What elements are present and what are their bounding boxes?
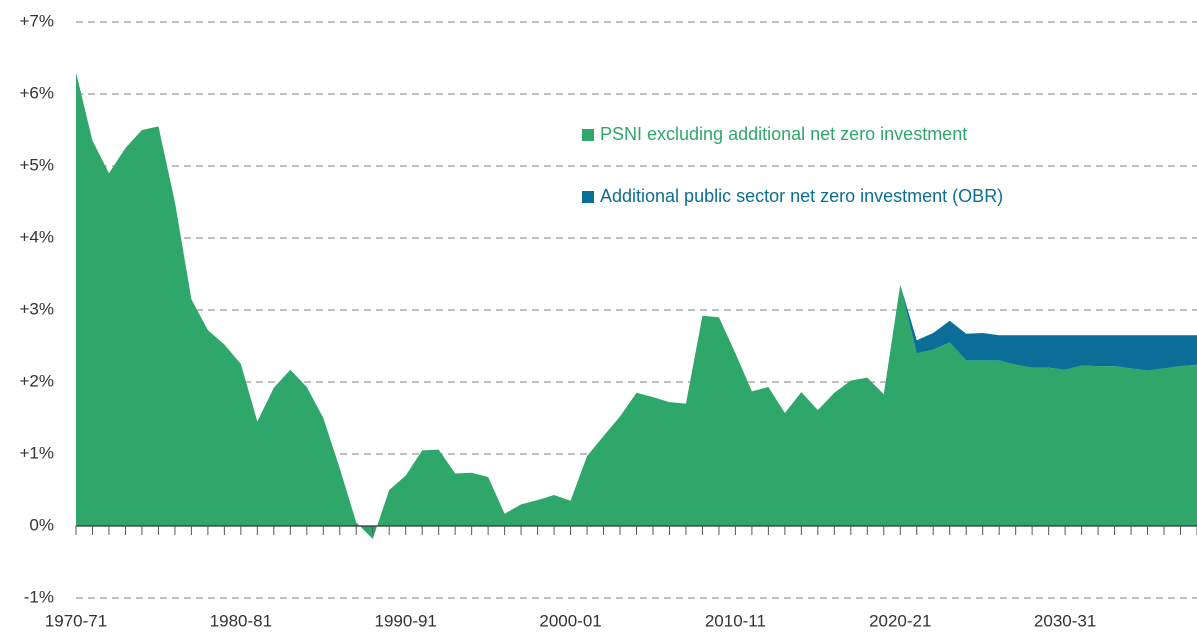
y-tick-label: +5% bbox=[20, 155, 55, 174]
x-tick-label: 1970-71 bbox=[45, 611, 107, 630]
legend-label: Additional public sector net zero invest… bbox=[600, 186, 1003, 206]
x-tick-label: 2020-21 bbox=[869, 611, 931, 630]
y-tick-label: +2% bbox=[20, 371, 55, 390]
y-tick-label: +7% bbox=[20, 11, 55, 30]
legend-label: PSNI excluding additional net zero inves… bbox=[600, 124, 967, 144]
y-tick-label: 0% bbox=[29, 515, 54, 534]
area bbox=[76, 72, 1197, 539]
y-tick-label: +3% bbox=[20, 299, 55, 318]
x-tick-label: 2010-11 bbox=[705, 611, 766, 630]
area bbox=[900, 284, 1197, 371]
x-tick-label: 2030-31 bbox=[1034, 611, 1096, 630]
x-tick-label: 1980-81 bbox=[210, 611, 272, 630]
x-tick-label: 2000-01 bbox=[539, 611, 601, 630]
x-tick-label: 1990-91 bbox=[375, 611, 437, 630]
legend-swatch bbox=[582, 129, 594, 141]
y-tick-label: +4% bbox=[20, 227, 55, 246]
y-tick-label: +6% bbox=[20, 83, 55, 102]
y-tick-label: -1% bbox=[24, 587, 54, 606]
legend-swatch bbox=[582, 191, 594, 203]
y-tick-label: +1% bbox=[20, 443, 55, 462]
